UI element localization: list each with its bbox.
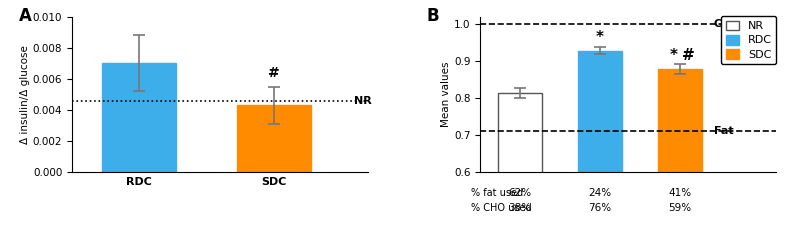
Text: *: * xyxy=(670,48,678,63)
Text: 76%: 76% xyxy=(589,203,612,213)
Text: % CHO used: % CHO used xyxy=(470,203,531,213)
Text: B: B xyxy=(427,7,439,25)
Text: *: * xyxy=(596,30,604,45)
Bar xyxy=(498,93,542,239)
Legend: NR, RDC, SDC: NR, RDC, SDC xyxy=(722,16,776,64)
Y-axis label: Mean values: Mean values xyxy=(442,62,451,127)
Text: 62%: 62% xyxy=(509,188,532,198)
Text: 24%: 24% xyxy=(589,188,612,198)
Text: NR: NR xyxy=(354,96,372,106)
Text: Fat: Fat xyxy=(714,126,734,136)
Text: 38%: 38% xyxy=(509,203,532,213)
Y-axis label: Δ insulin/Δ glucose: Δ insulin/Δ glucose xyxy=(20,45,30,144)
Bar xyxy=(237,105,310,172)
Text: A: A xyxy=(18,7,32,25)
Text: CHO: CHO xyxy=(714,19,740,29)
Text: % fat used: % fat used xyxy=(470,188,522,198)
Text: #: # xyxy=(682,48,694,63)
Bar xyxy=(578,51,622,239)
Bar xyxy=(658,69,702,239)
Text: #: # xyxy=(268,66,279,80)
Bar xyxy=(102,63,176,172)
Text: 41%: 41% xyxy=(669,188,692,198)
Text: 59%: 59% xyxy=(669,203,692,213)
